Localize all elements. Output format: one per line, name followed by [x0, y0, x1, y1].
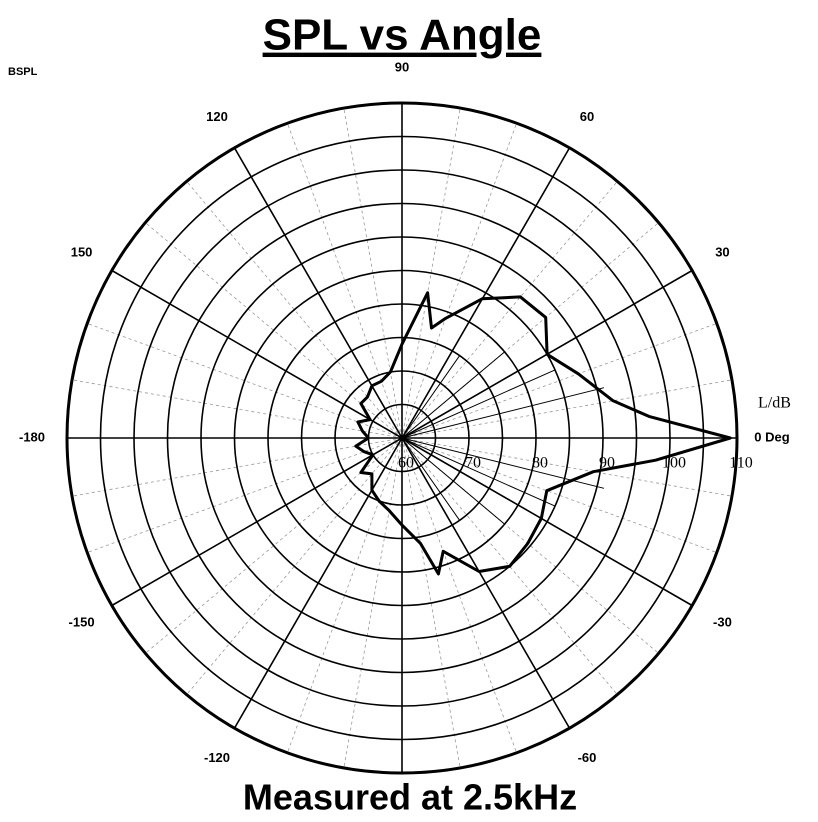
minor-spoke [401, 323, 717, 439]
minor-spoke [145, 437, 403, 654]
spoke [111, 269, 403, 439]
minor-spoke [186, 437, 403, 695]
minor-spoke [401, 181, 618, 439]
theta-tick-label: 0 Deg [754, 429, 789, 444]
spoke [401, 437, 693, 607]
minor-spoke [287, 123, 403, 439]
minor-spoke [287, 437, 403, 753]
r-tick-label: 110 [729, 455, 752, 472]
minor-spoke [186, 181, 403, 439]
minor-spoke [401, 108, 461, 439]
r-tick-label: 80 [532, 455, 548, 472]
r-axis-label: L/dB [758, 395, 791, 412]
theta-tick-label: 60 [580, 109, 594, 124]
minor-spoke [343, 437, 403, 768]
theta-tick-label: -180 [19, 429, 45, 444]
marks [354, 291, 738, 576]
theta-tick-label: -150 [69, 614, 95, 629]
minor-spoke [401, 437, 461, 768]
minor-spoke [145, 222, 403, 439]
spoke [401, 437, 571, 729]
chart-title: SPL vs Angle [263, 11, 542, 60]
chart-subtitle: Measured at 2.5kHz [243, 777, 577, 818]
minor-spoke [401, 437, 517, 753]
minor-spoke [401, 437, 732, 497]
spoke [233, 437, 403, 729]
theta-tick-label: 30 [715, 244, 729, 259]
minor-spoke [87, 437, 403, 553]
theta-tick-label: 90 [395, 59, 409, 74]
series-line [401, 351, 738, 525]
minor-spoke [87, 323, 403, 439]
theta-tick-label: -30 [713, 614, 732, 629]
minor-spoke [72, 437, 403, 497]
theta-tick-label: 120 [206, 109, 228, 124]
minor-spoke [401, 437, 618, 695]
spoke [401, 147, 571, 439]
minor-spoke [401, 123, 517, 439]
spoke [111, 437, 403, 607]
minor-spoke [343, 108, 403, 439]
r-tick-label: 60 [398, 455, 414, 472]
spoke [233, 147, 403, 439]
minor-spoke [401, 437, 717, 553]
theta-tick-label: -60 [578, 750, 597, 765]
minor-spoke [401, 379, 732, 439]
r-tick-label: 100 [662, 455, 686, 472]
theta-tick-label: 150 [71, 244, 93, 259]
theta-tick-label: -120 [204, 750, 230, 765]
minor-spoke [72, 379, 403, 439]
unit-label: BSPL [8, 66, 38, 78]
